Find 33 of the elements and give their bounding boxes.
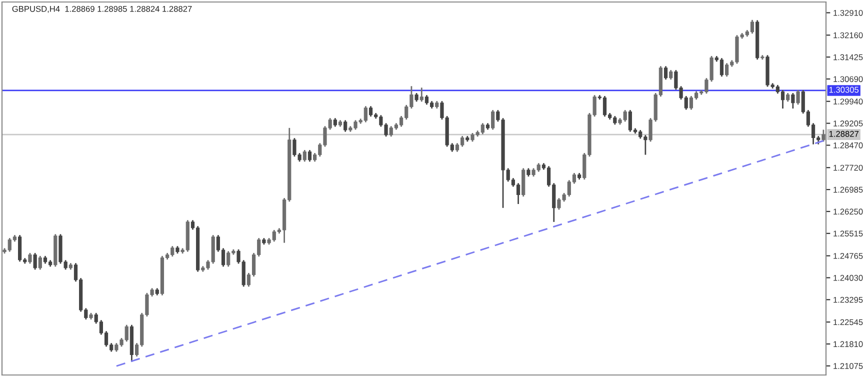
y-tick-label: 1.21075 [834,363,863,369]
candlestick [344,119,348,132]
candlestick [38,255,42,270]
candlestick [669,69,673,80]
y-tick-label: 1.24030 [834,274,863,281]
y-tick-label: 1.32160 [834,32,863,38]
ref-line-label: 1.30305 [829,86,859,93]
candlestick [302,149,306,162]
ref-line-label: 1.28827 [829,130,858,137]
y-tick-label: 1.26985 [834,186,863,193]
y-tick-label: 1.29940 [834,98,863,104]
candlestick [796,89,800,106]
y-tick-label: 1.30690 [834,76,863,82]
candlestick [664,65,668,80]
candlestick [33,252,37,270]
candlestick [420,86,424,102]
y-tick-label: 1.24765 [834,252,863,259]
y-tick-label: 1.31425 [834,54,863,60]
candlestick [491,109,495,130]
candlestick [791,92,795,110]
y-tick-label: 1.28470 [834,142,863,148]
y-tick-label: 1.22545 [834,319,863,326]
candlestick [822,129,826,142]
y-tick-label: 1.26250 [834,208,863,215]
y-tick-label: 1.32910 [834,10,863,16]
y-tick-label: 1.23295 [834,296,863,303]
y-tick-label: 1.21810 [834,341,863,348]
y-tick-label: 1.29205 [834,120,863,126]
chart-title: GBPUSD,H4 1.28869 1.28985 1.28824 1.28827 [12,6,192,13]
candlestick [28,252,32,264]
candlestick [308,149,312,162]
y-tick-label: 1.25515 [834,230,863,237]
y-tick-label: 1.27720 [834,164,863,171]
